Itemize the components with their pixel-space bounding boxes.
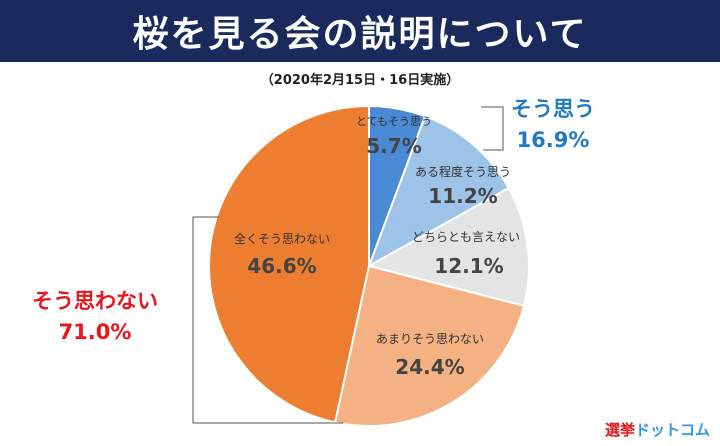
pie-slice: [366, 186, 530, 308]
chart-subtitle: （2020年2月15日・16日実施）: [260, 73, 460, 88]
agree-group-value: 16.9%: [517, 128, 590, 152]
agree-group-label: そう思う: [511, 97, 595, 121]
slice-value-label: 24.4%: [395, 355, 464, 379]
slice-value-label: 46.6%: [247, 254, 316, 278]
disagree-bracket: [192, 216, 343, 424]
group-brackets: [192, 106, 504, 424]
agree-bracket: [481, 106, 504, 151]
slice-label: 全くそう思わない: [234, 231, 330, 246]
site-logo: 選挙ドットコム: [605, 419, 710, 440]
slice-label: ある程度そう思う: [415, 164, 511, 179]
slice-value-label: 11.2%: [428, 184, 497, 208]
chart-title: 桜を見る会の説明について: [132, 14, 588, 55]
pie-slice: [333, 264, 526, 427]
slice-value-label: 12.1%: [434, 254, 503, 278]
slice-label: とてもそう思う: [356, 115, 432, 128]
slice-labels: とてもそう思う 5.7% ある程度そう思う 11.2% どちらとも言えない 12.1% あま…: [234, 115, 520, 379]
group-labels: そう思う 16.9% そう思わない 71.0%: [32, 97, 595, 344]
slice-label: あまりそう思わない: [376, 332, 484, 346]
pie-slice: [208, 104, 370, 424]
disagree-group-value: 71.0%: [59, 320, 132, 344]
slice-value-label: 5.7%: [366, 134, 421, 158]
pie-slice: [367, 114, 511, 269]
title-bar: 桜を見る会の説明について: [0, 0, 720, 62]
logo-text-part2: ドットコム: [634, 421, 710, 439]
slice-label: どちらとも言えない: [412, 230, 520, 244]
logo-text-part1: 選挙: [604, 421, 635, 439]
disagree-group-label: そう思わない: [32, 289, 158, 313]
pie-slices: [208, 104, 530, 427]
